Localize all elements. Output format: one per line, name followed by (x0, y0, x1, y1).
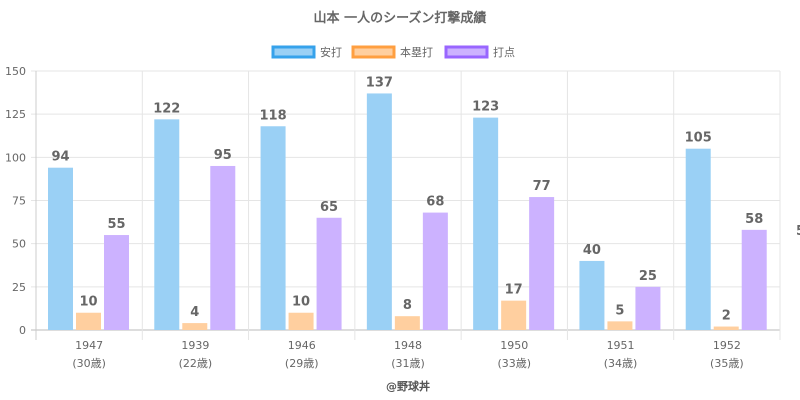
data-label: 40 (583, 243, 601, 258)
bar-2-2 (316, 217, 342, 330)
bar-2-6 (741, 229, 767, 330)
data-label: 122 (153, 101, 180, 116)
data-label: 55 (107, 217, 125, 232)
legend-label-1: 本塁打 (400, 45, 433, 59)
bar-0-4 (473, 117, 499, 331)
y-tick-label: 125 (5, 108, 26, 121)
data-label: 68 (426, 195, 444, 210)
bar-1-0 (76, 312, 101, 330)
legend-label-2: 打点 (493, 45, 515, 59)
bar-0-1 (154, 119, 180, 330)
data-label: 58 (745, 212, 763, 227)
data-label: 8 (403, 298, 412, 313)
bar-0-5 (579, 260, 605, 330)
credit-text: @野球丼 (386, 379, 430, 393)
y-tick-label: 100 (5, 151, 26, 164)
y-tick-label: 25 (12, 281, 26, 294)
data-label: 10 (79, 295, 97, 310)
data-label: 25 (639, 269, 657, 284)
bar-1-4 (501, 300, 527, 330)
bars (48, 93, 767, 331)
y-tick-label: 50 (12, 238, 26, 251)
x-tick-sublabel: (30歳) (72, 357, 106, 370)
data-label: 10 (292, 295, 310, 310)
bar-2-4 (529, 197, 555, 330)
x-tick-label: 1952 (713, 339, 741, 352)
x-tick-sublabel: (33歳) (497, 357, 531, 370)
data-label: 95 (214, 148, 232, 163)
x-axis: 1947 (30歳) 1939 (22歳) 1946 (29歳) 1948 (31歳) 1950… (72, 339, 743, 370)
legend-swatch-2 (444, 45, 489, 59)
bar-2-1 (210, 165, 236, 330)
data-label: 77 (533, 179, 551, 194)
data-label: 17 (505, 283, 523, 298)
y-tick-label: 75 (12, 195, 26, 208)
y-axis: 0 25 50 75 100 125 150 (5, 65, 37, 340)
x-tick-label: 1951 (607, 339, 635, 352)
data-label: 5 (615, 303, 624, 318)
data-label: 105 (685, 131, 712, 146)
bar-2-5 (635, 286, 661, 330)
bar-0-2 (260, 126, 286, 331)
x-tick-label: 1939 (181, 339, 209, 352)
bar-1-6 (713, 326, 739, 330)
legend-label-0: 安打 (320, 45, 342, 59)
x-tick-label: 1948 (394, 339, 422, 352)
data-label: 94 (51, 150, 69, 165)
bar-1-5 (607, 321, 633, 330)
bar-2-3 (422, 212, 448, 330)
legend: 安打 本塁打 打点 (271, 45, 515, 59)
bar-0-3 (366, 93, 392, 331)
clipped-data-label: 5 (796, 224, 800, 239)
bar-2-0 (104, 235, 129, 330)
x-tick-label: 1947 (75, 339, 103, 352)
data-labels: 94 122 118 137 123 40 105 10 4 10 8 17 5 2 55 95 65 68 77 2… (51, 75, 763, 323)
x-tick-sublabel: (34歳) (604, 357, 638, 370)
x-tick-sublabel: (29歳) (285, 357, 319, 370)
chart-title: 山本 一人のシーズン打撃成績 (314, 10, 487, 26)
x-tick-sublabel: (22歳) (179, 357, 213, 370)
bar-0-0 (48, 167, 73, 330)
legend-swatch-0 (271, 45, 316, 59)
legend-swatch-1 (351, 45, 396, 59)
bar-1-2 (288, 312, 314, 330)
bar-1-3 (394, 316, 420, 330)
data-label: 137 (366, 75, 393, 90)
x-tick-label: 1946 (288, 339, 316, 352)
x-tick-label: 1950 (500, 339, 528, 352)
bar-0-6 (685, 148, 711, 330)
x-tick-sublabel: (31歳) (391, 357, 425, 370)
data-label: 65 (320, 200, 338, 215)
x-tick-sublabel: (35歳) (710, 357, 744, 370)
bar-1-1 (182, 323, 208, 330)
data-label: 4 (190, 305, 199, 320)
data-label: 123 (472, 100, 499, 115)
y-tick-label: 0 (19, 324, 26, 337)
y-tick-label: 150 (5, 65, 26, 78)
data-label: 118 (260, 108, 287, 123)
data-label: 2 (722, 309, 731, 324)
